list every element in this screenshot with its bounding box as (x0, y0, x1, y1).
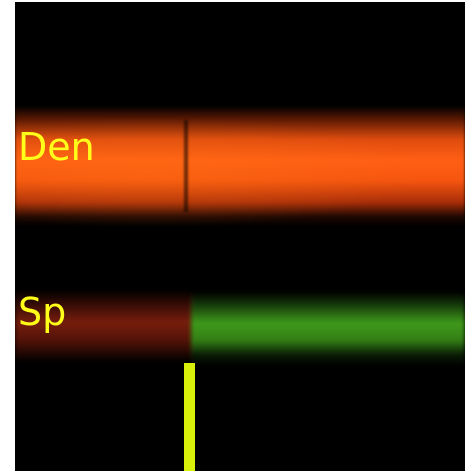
spine-band-green-segment (191, 292, 465, 366)
spine-band-red-segment (15, 290, 193, 362)
image-frame (15, 2, 465, 471)
den-label: Den (18, 125, 95, 169)
sp-label: Sp (18, 290, 67, 334)
dendrite-band (15, 106, 465, 226)
stimulus-marker-bar (184, 363, 195, 471)
dendrite-band-gap (184, 120, 188, 212)
